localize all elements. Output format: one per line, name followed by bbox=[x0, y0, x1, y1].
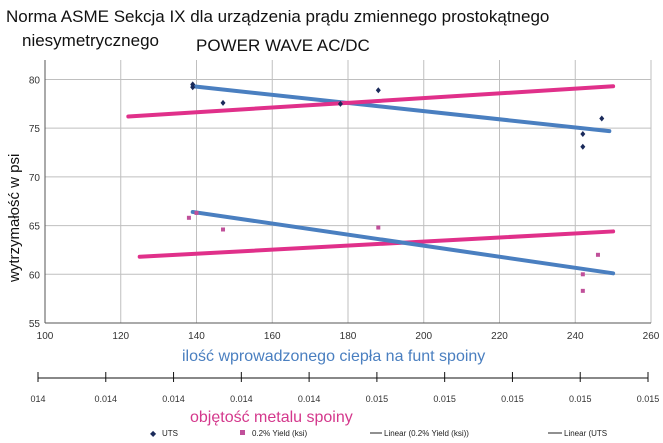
yield-point bbox=[580, 288, 585, 293]
chart-title-line2a: niesymetrycznego bbox=[22, 31, 159, 50]
x2-tick-label: 0.014 bbox=[162, 394, 185, 404]
x2-tick-label: 0.015 bbox=[433, 394, 456, 404]
uts-point bbox=[375, 87, 381, 94]
secondary-x-axis: 014 0.014 0.014 0.014 0.014 0.015 0.015 0.015 0.… bbox=[30, 372, 659, 404]
legend-yield: 0.2% Yield (ksi) bbox=[252, 429, 307, 438]
x2-axis-label: objętość metalu spoiny bbox=[190, 409, 353, 426]
yield-point bbox=[580, 272, 585, 277]
legend: ◆ UTS 0.2% Yield (ksi) Linear (0.2% Yiel… bbox=[150, 429, 607, 438]
yield-point bbox=[194, 210, 199, 215]
axes bbox=[44, 60, 651, 324]
x-tick-label: 240 bbox=[567, 331, 584, 342]
legend-linear-uts: Linear (UTS bbox=[564, 429, 607, 438]
legend-uts: UTS bbox=[162, 429, 178, 438]
trend-lines bbox=[126, 84, 616, 276]
trend-line-2 bbox=[137, 229, 616, 259]
yield-point bbox=[221, 227, 226, 232]
x2-tick-label: 0.014 bbox=[230, 394, 253, 404]
x-ticks: 100 120 140 160 180 200 220 240 260 bbox=[37, 331, 660, 342]
yield-point bbox=[186, 215, 191, 220]
y-tick-label: 75 bbox=[29, 124, 41, 135]
x2-tick-label: 0.014 bbox=[95, 394, 118, 404]
uts-point bbox=[337, 100, 343, 107]
data-points bbox=[186, 81, 605, 293]
x-tick-label: 140 bbox=[188, 331, 205, 342]
uts-point bbox=[220, 99, 226, 106]
x2-tick-label: 014 bbox=[30, 394, 45, 404]
x2-tick-label: 0.015 bbox=[366, 394, 389, 404]
x-tick-label: 200 bbox=[415, 331, 432, 342]
yield-point bbox=[595, 252, 600, 257]
uts-point bbox=[190, 84, 196, 91]
x2-tick-label: 0.015 bbox=[501, 394, 524, 404]
trend-line-5 bbox=[190, 209, 616, 276]
yield-point bbox=[376, 225, 381, 230]
y-tick-label: 65 bbox=[29, 222, 41, 233]
y-tick-label: 80 bbox=[29, 75, 41, 86]
y-ticks: 55 60 65 70 75 80 bbox=[29, 75, 41, 330]
uts-point bbox=[599, 115, 605, 122]
x2-tick-label: 0.015 bbox=[569, 394, 592, 404]
uts-point bbox=[580, 143, 586, 150]
x-tick-label: 100 bbox=[37, 331, 54, 342]
y-tick-label: 55 bbox=[29, 319, 41, 330]
y-axis-label: wytrzymałość w psi bbox=[6, 154, 23, 283]
chart-title-line2b: POWER WAVE AC/DC bbox=[196, 36, 370, 55]
grid bbox=[44, 60, 652, 324]
x-tick-label: 180 bbox=[340, 331, 357, 342]
x-tick-label: 260 bbox=[643, 331, 660, 342]
x-tick-label: 220 bbox=[491, 331, 508, 342]
legend-linear-yield: Linear (0.2% Yield (ksi)) bbox=[384, 429, 469, 438]
x-tick-label: 160 bbox=[264, 331, 281, 342]
y-tick-label: 70 bbox=[29, 173, 41, 184]
trend-line-4 bbox=[126, 84, 616, 119]
legend-uts-marker-icon: ◆ bbox=[150, 429, 157, 438]
y-tick-label: 60 bbox=[29, 270, 41, 281]
chart-title-line1: Norma ASME Sekcja IX dla urządzenia prąd… bbox=[6, 7, 549, 26]
uts-point bbox=[580, 131, 586, 138]
x2-tick-label: 0.015 bbox=[637, 394, 660, 404]
trend-line-3 bbox=[190, 84, 612, 134]
legend-yield-marker-icon bbox=[240, 430, 245, 435]
x-axis-label: ilość wprowadzonego ciepła na funt spoin… bbox=[182, 348, 485, 365]
x2-tick-label: 0.014 bbox=[298, 394, 321, 404]
x-tick-label: 120 bbox=[112, 331, 129, 342]
